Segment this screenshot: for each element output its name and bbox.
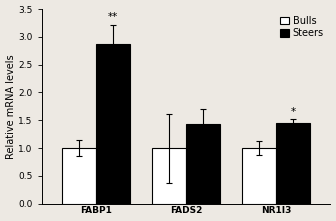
Bar — [242, 148, 276, 204]
Bar — [152, 148, 186, 204]
Bar — [186, 124, 220, 204]
Y-axis label: Relative mRNA levels: Relative mRNA levels — [6, 54, 15, 159]
Bar — [62, 148, 96, 204]
Bar — [96, 44, 130, 204]
Legend: Bulls, Steers: Bulls, Steers — [278, 14, 326, 40]
Text: *: * — [290, 107, 295, 117]
Bar — [276, 123, 310, 204]
Text: **: ** — [108, 12, 119, 22]
